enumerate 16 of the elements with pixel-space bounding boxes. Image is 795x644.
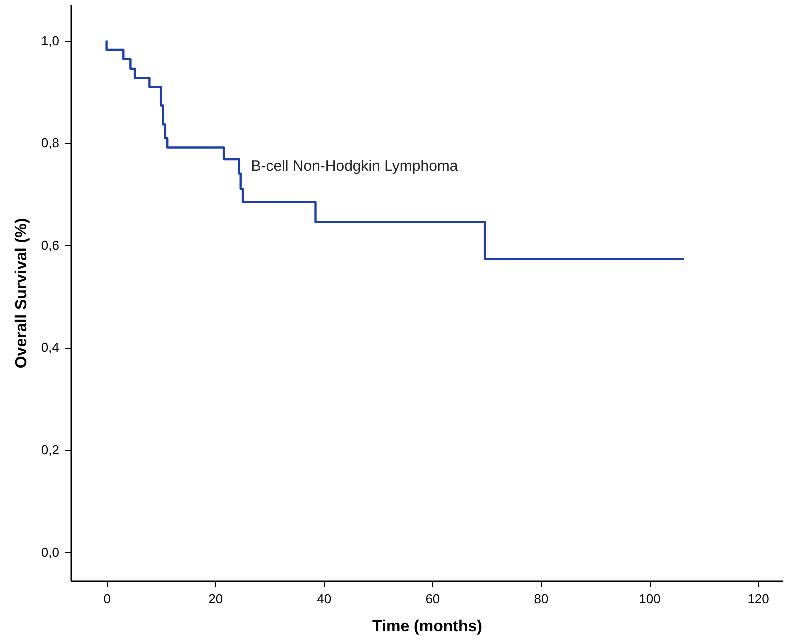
y-tick-label: 0,2 [41, 442, 60, 458]
x-tick-label: 20 [208, 592, 224, 606]
y-axis-title: Overall Survival (%) [13, 218, 30, 369]
x-tick-label: 100 [639, 592, 661, 606]
x-tick-label: 60 [426, 592, 440, 606]
y-tick-label: 0,6 [41, 238, 60, 253]
x-tick-label: 80 [534, 592, 549, 606]
x-tick-label: 120 [748, 592, 770, 606]
y-tick-label: 0,4 [41, 340, 60, 356]
x-tick-label: 40 [317, 592, 332, 606]
y-tick-label: 0,8 [41, 136, 60, 151]
series-label: B-cell Non-Hodgkin Lymphoma [251, 158, 459, 175]
x-axis-title: Time (months) [372, 618, 482, 636]
x-tick-label: 0 [104, 592, 111, 606]
y-tick-label: 1,0 [41, 33, 60, 48]
y-tick-label: 0,0 [41, 544, 60, 560]
